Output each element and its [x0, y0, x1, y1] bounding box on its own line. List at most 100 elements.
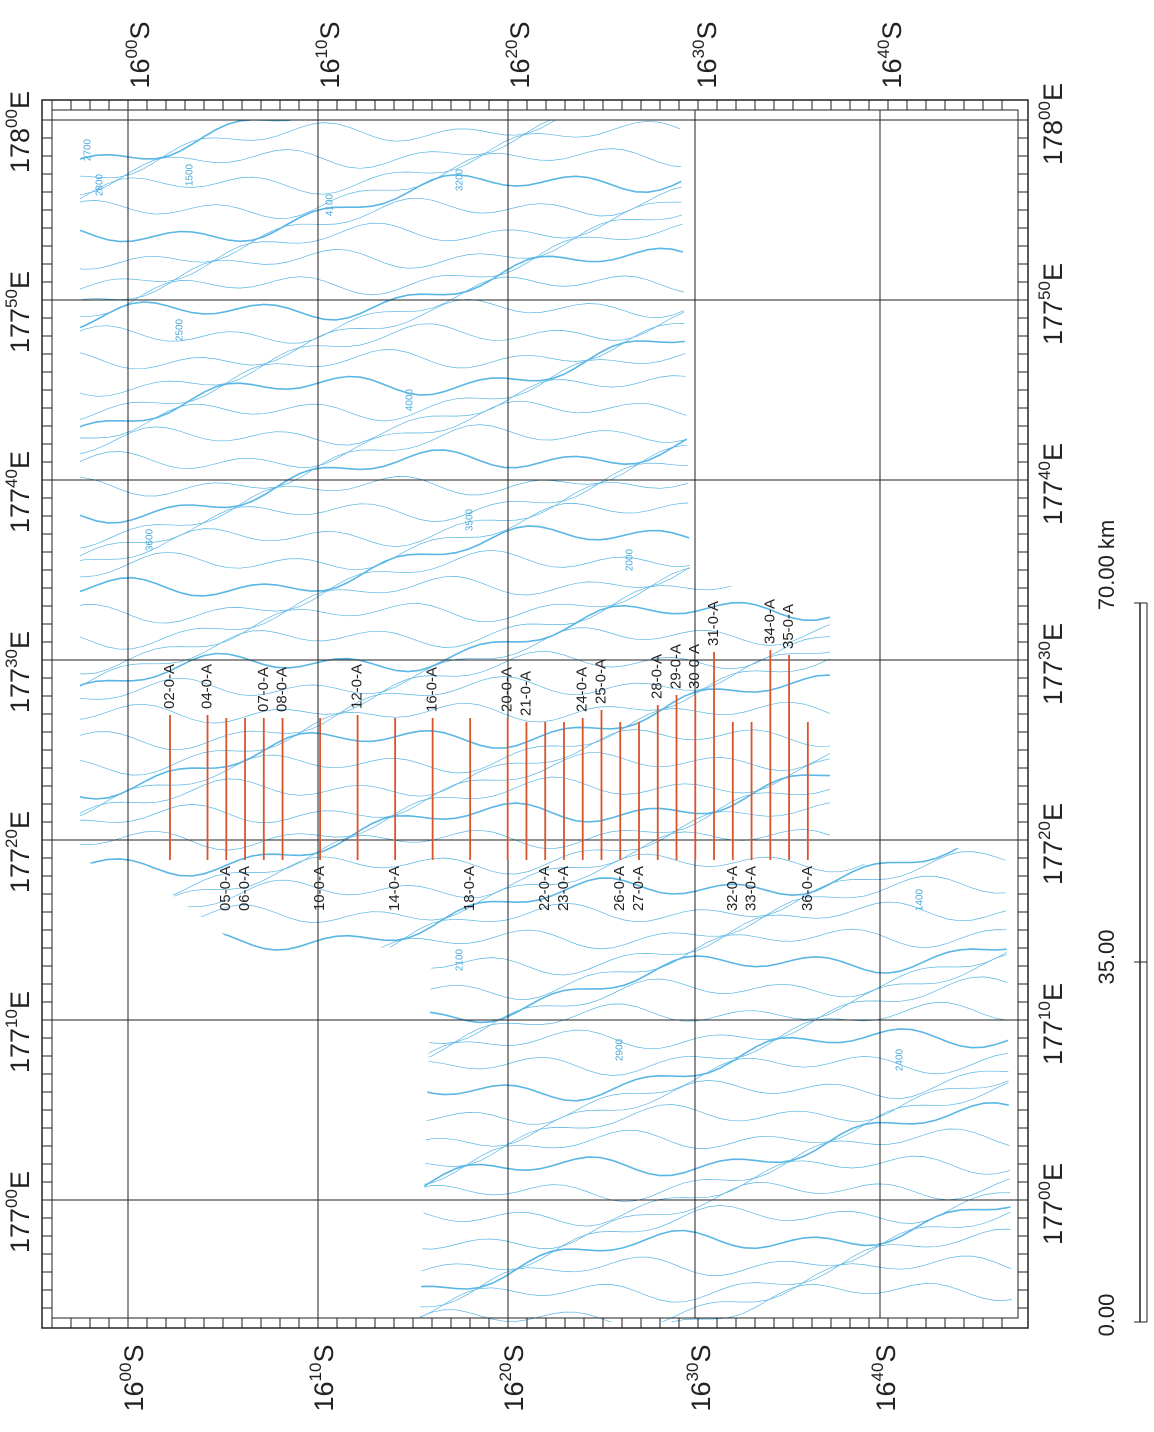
longitude-label: 17740E	[2, 451, 35, 533]
scale-label: 35.00	[1094, 929, 1119, 984]
contour-label: 1400	[915, 888, 926, 911]
contour-label: 3200	[455, 168, 466, 191]
scale-label: 0.00	[1094, 1294, 1119, 1337]
hemisphere: E	[5, 271, 35, 289]
degrees: 178	[1038, 120, 1068, 165]
track-label: 25-0-A	[592, 659, 609, 704]
scale-label: 70.00 km	[1094, 520, 1119, 611]
graticule	[52, 110, 1018, 1318]
degrees: 16	[125, 58, 155, 88]
longitude-label: 17730E	[1035, 623, 1068, 705]
track-label: 06-0-A	[236, 866, 253, 911]
latitude-label: 1610S	[306, 1345, 339, 1412]
longitude-label: 17700E	[1035, 1163, 1068, 1245]
latitude-label: 1620S	[502, 22, 535, 89]
longitude-label: 17720E	[2, 811, 35, 893]
hemisphere: E	[5, 451, 35, 469]
track-label: 23-0-A	[555, 866, 572, 911]
minutes: 40	[1035, 461, 1054, 480]
hemisphere: S	[877, 22, 907, 40]
hemisphere: E	[5, 631, 35, 649]
degrees: 16	[692, 58, 722, 88]
degrees: 177	[5, 488, 35, 533]
minutes: 00	[116, 1363, 135, 1382]
longitude-label: 17740E	[1035, 443, 1068, 525]
minutes: 50	[2, 289, 21, 308]
degrees: 177	[1038, 660, 1068, 705]
minutes: 20	[1035, 821, 1054, 840]
hemisphere: E	[5, 91, 35, 109]
latitude-label: 1610S	[312, 22, 345, 89]
minutes: 10	[312, 40, 331, 59]
scale-bar: 0.00 35.00 70.00 km	[1094, 520, 1148, 1337]
minutes: 00	[2, 109, 21, 128]
longitude-label: 17800E	[1035, 83, 1068, 165]
degrees: 16	[315, 58, 345, 88]
track-label: 08-0-A	[274, 667, 291, 712]
minutes: 20	[502, 40, 521, 59]
contour-label: 2700	[83, 138, 94, 161]
track-label: 27-0-A	[630, 866, 647, 911]
contour-label: 2800	[95, 173, 106, 196]
minutes: 20	[2, 829, 21, 848]
track-label: 04-0-A	[198, 664, 215, 709]
track-label: 28-0-A	[649, 654, 666, 699]
track-label: 35-0-A	[780, 604, 797, 649]
track-label: 31-0-A	[705, 601, 722, 646]
latitude-label: 1640S	[874, 22, 907, 89]
degrees: 177	[5, 848, 35, 893]
longitude-label: 17710E	[2, 991, 35, 1073]
longitude-label: 17710E	[1035, 983, 1068, 1065]
hemisphere: E	[1038, 623, 1068, 641]
contour-line	[80, 1255, 1012, 1322]
frame-ticks	[42, 100, 1028, 1328]
contour-label: 3600	[145, 528, 156, 551]
latitude-label: 1600S	[122, 22, 155, 89]
contour-line	[80, 120, 1012, 196]
longitude-label: 17750E	[2, 271, 35, 353]
track-label: 21-0-A	[517, 671, 534, 716]
degrees: 177	[1038, 1020, 1068, 1065]
contour-label: 3500	[465, 508, 476, 531]
longitude-label: 17750E	[1035, 263, 1068, 345]
contour-line	[80, 1228, 1012, 1322]
minutes: 30	[2, 649, 21, 668]
minutes: 00	[122, 40, 141, 59]
longitude-label: 17800E	[2, 91, 35, 173]
minutes: 50	[1035, 281, 1054, 300]
hemisphere: E	[1038, 83, 1068, 101]
minutes: 40	[2, 469, 21, 488]
minutes: 40	[868, 1363, 887, 1382]
survey-tracks: 02-0-A 04-0-A 05-0-A 06-0-A 07-0-A 08-0-A 10-0…	[161, 599, 816, 911]
track-label: 33-0-A	[743, 866, 760, 911]
degrees: 177	[5, 1208, 35, 1253]
degrees: 177	[1038, 480, 1068, 525]
track-label: 12-0-A	[349, 664, 366, 709]
minutes: 10	[1035, 1001, 1054, 1020]
track-label: 34-0-A	[761, 599, 778, 644]
minutes: 00	[1035, 101, 1054, 120]
degrees: 16	[499, 1381, 529, 1411]
track-label: 10-0-A	[311, 866, 328, 911]
track-label: 16-0-A	[424, 667, 441, 712]
hemisphere: S	[499, 1345, 529, 1363]
track-label: 20-0-A	[499, 667, 516, 712]
track-label: 36-0-A	[799, 866, 816, 911]
latitude-label: 1600S	[116, 1345, 149, 1412]
contour-label: 2400	[895, 1048, 906, 1071]
track-label: 02-0-A	[161, 664, 178, 709]
degrees: 16	[686, 1381, 716, 1411]
hemisphere: S	[686, 1345, 716, 1363]
contour-label: 4100	[325, 193, 336, 216]
minutes: 10	[306, 1363, 325, 1382]
degrees: 177	[1038, 1200, 1068, 1245]
degrees: 16	[877, 58, 907, 88]
degrees: 177	[5, 308, 35, 353]
latitude-label: 1620S	[496, 1345, 529, 1412]
degrees: 16	[871, 1381, 901, 1411]
latitude-label: 1630S	[689, 22, 722, 89]
longitude-label: 17700E	[2, 1171, 35, 1253]
contour-label: 2500	[175, 318, 186, 341]
hemisphere: S	[505, 22, 535, 40]
